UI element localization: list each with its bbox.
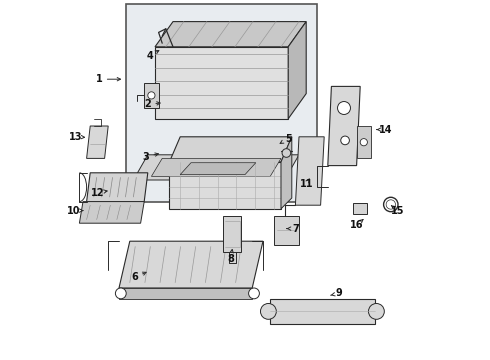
- Circle shape: [261, 303, 276, 319]
- Text: 9: 9: [335, 288, 342, 298]
- Text: 12: 12: [91, 188, 104, 198]
- Circle shape: [116, 288, 126, 299]
- Text: 13: 13: [69, 132, 82, 142]
- Polygon shape: [170, 162, 281, 209]
- Text: 7: 7: [292, 224, 299, 234]
- Text: 15: 15: [391, 206, 405, 216]
- Text: 4: 4: [146, 51, 153, 61]
- Polygon shape: [328, 86, 360, 166]
- Polygon shape: [87, 126, 108, 158]
- Polygon shape: [180, 163, 256, 175]
- Circle shape: [360, 139, 368, 146]
- Polygon shape: [274, 216, 299, 245]
- Polygon shape: [119, 288, 252, 299]
- Circle shape: [282, 149, 291, 157]
- Polygon shape: [155, 22, 306, 47]
- Polygon shape: [87, 173, 148, 202]
- Text: 2: 2: [145, 99, 151, 109]
- Circle shape: [341, 136, 349, 145]
- Circle shape: [386, 200, 395, 209]
- Text: 10: 10: [67, 206, 81, 216]
- Text: 3: 3: [143, 152, 149, 162]
- Circle shape: [338, 102, 350, 114]
- Polygon shape: [270, 299, 374, 324]
- Text: 14: 14: [379, 125, 392, 135]
- Polygon shape: [295, 137, 324, 205]
- Text: 1: 1: [96, 74, 102, 84]
- Text: 6: 6: [132, 272, 139, 282]
- Text: 11: 11: [299, 179, 313, 189]
- FancyBboxPatch shape: [126, 4, 317, 202]
- Circle shape: [248, 288, 259, 299]
- Text: 16: 16: [350, 220, 364, 230]
- Polygon shape: [79, 202, 144, 223]
- Polygon shape: [288, 22, 306, 119]
- Circle shape: [368, 303, 384, 319]
- Circle shape: [148, 92, 155, 99]
- Polygon shape: [133, 155, 299, 180]
- Polygon shape: [223, 216, 242, 252]
- Polygon shape: [155, 47, 288, 119]
- Polygon shape: [281, 137, 292, 209]
- Polygon shape: [353, 203, 368, 214]
- Circle shape: [384, 197, 398, 212]
- Text: 8: 8: [227, 254, 234, 264]
- Polygon shape: [357, 126, 371, 158]
- Polygon shape: [170, 137, 292, 162]
- Polygon shape: [144, 83, 159, 108]
- Text: 5: 5: [285, 134, 292, 144]
- Polygon shape: [151, 158, 281, 176]
- Polygon shape: [119, 241, 263, 288]
